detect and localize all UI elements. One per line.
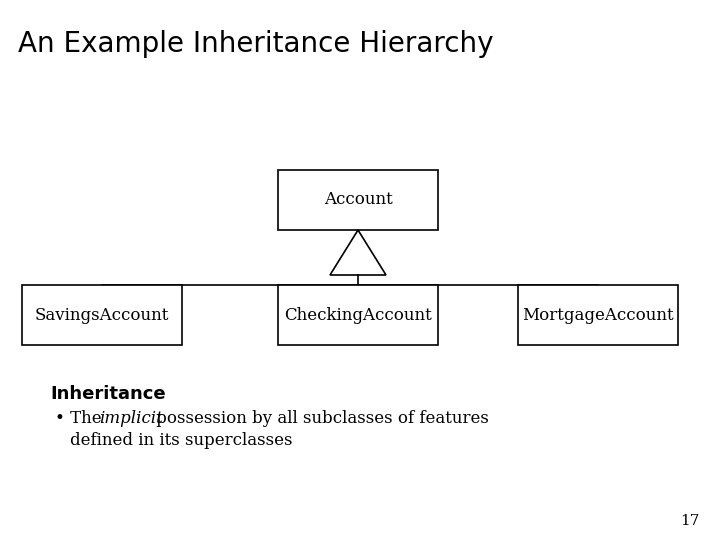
Text: implicit: implicit: [99, 410, 163, 427]
Text: SavingsAccount: SavingsAccount: [35, 307, 169, 323]
Bar: [278, 170, 438, 230]
Text: defined in its superclasses: defined in its superclasses: [70, 432, 292, 449]
Text: CheckingAccount: CheckingAccount: [284, 307, 432, 323]
Text: 17: 17: [680, 514, 700, 528]
Text: Inheritance: Inheritance: [50, 385, 166, 403]
Bar: [22, 285, 182, 345]
Bar: [278, 285, 438, 345]
Bar: [518, 285, 678, 345]
Text: • The: • The: [55, 410, 107, 427]
Text: MortgageAccount: MortgageAccount: [522, 307, 674, 323]
Text: possession by all subclasses of features: possession by all subclasses of features: [151, 410, 489, 427]
Text: An Example Inheritance Hierarchy: An Example Inheritance Hierarchy: [18, 30, 493, 58]
Text: Account: Account: [323, 192, 392, 208]
